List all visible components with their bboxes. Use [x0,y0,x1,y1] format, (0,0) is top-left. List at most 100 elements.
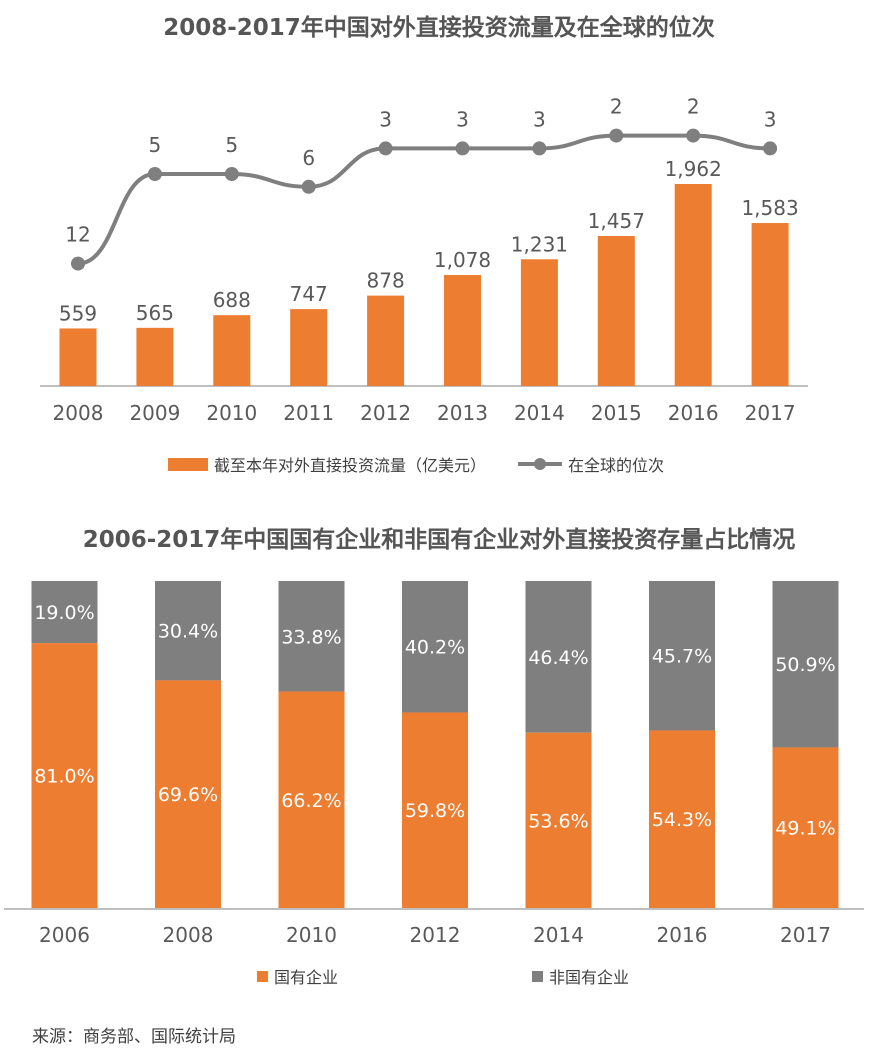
bar-flow-2011 [290,309,328,386]
bar-flow-2014 [520,259,558,386]
bar-label-2008: 559 [59,301,97,325]
soe-label-2017: 49.1% [775,818,835,840]
soe-label-2010: 66.2% [281,790,341,812]
x-tick-2016: 2016 [668,401,719,425]
chart2-legend-nonsoe: 非国有企业 [532,964,629,988]
bar-nonsoe-2016 [649,581,715,731]
x-tick-2010: 2010 [206,401,257,425]
rank-label-2017: 3 [764,107,777,131]
chart2-plot: 19.0% 81.0% 2006 30.4% 69.6% 2008 33.8% 66.2% 20… [4,581,864,947]
legend-line-marker [518,458,562,470]
x-tick-2009: 2009 [129,401,180,425]
bar-flow-2017 [751,223,789,386]
rank-label-2011: 6 [302,146,315,170]
nonsoe-label-2008: 30.4% [158,621,218,643]
rank-point-2013 [455,141,470,156]
bar-label-2014: 1,231 [511,232,568,256]
soe-label-2008: 69.6% [158,784,218,806]
bar-soe-2010 [278,691,345,908]
x-tick-2016: 2016 [657,923,708,947]
x-tick-2011: 2011 [283,401,334,425]
chart2-legend-nonsoe-label: 非国有企业 [549,968,630,987]
bar-soe-2016 [649,730,715,908]
chart2-legend-soe: 国有企业 [257,964,338,988]
chart1-title: 2008-2017年中国对外直接投资流量及在全球的位次 [163,15,715,41]
bar-flow-2013 [444,275,481,386]
bar-label-2009: 565 [136,301,174,325]
x-tick-2006: 2006 [39,923,90,947]
rank-label-2010: 5 [225,133,238,157]
rank-label-2009: 5 [149,133,162,157]
rank-point-2012 [378,141,393,156]
chart1-legend-bar: 截至本年对外直接投资流量（亿美元） [168,452,486,476]
rank-label-2014: 3 [533,107,546,131]
bar-soe-2008 [155,680,221,908]
rank-label-2015: 2 [610,95,623,119]
rank-label-2013: 3 [456,107,469,131]
x-tick-2014: 2014 [533,923,584,947]
bar-label-2016: 1,962 [665,157,722,181]
rank-point-2015 [609,128,624,143]
nonsoe-label-2016: 45.7% [652,646,712,668]
bar-label-2011: 747 [290,282,328,306]
bar-soe-2017 [772,747,839,908]
legend-bar-swatch [168,457,208,471]
soe-label-2016: 54.3% [652,809,712,831]
rank-label-2016: 2 [687,95,700,119]
bar-nonsoe-2014 [525,581,592,733]
bar-label-2017: 1,583 [741,196,798,220]
x-tick-2012: 2012 [410,923,461,947]
rank-point-2014 [532,141,547,156]
bar-nonsoe-2006 [31,581,98,644]
bar-soe-2006 [31,643,98,908]
bar-label-2013: 1,078 [434,248,491,272]
x-tick-2017: 2017 [745,401,796,425]
bar-flow-2009 [136,327,174,386]
bar-flow-2012 [367,295,405,386]
bar-label-2012: 878 [367,269,405,293]
bar-nonsoe-2008 [155,581,221,681]
soe-label-2006: 81.0% [34,766,94,788]
bar-soe-2012 [402,712,468,908]
bar-label-2010: 688 [213,288,251,312]
source-note: 来源：商务部、国际统计局 [32,1027,236,1047]
nonsoe-label-2012: 40.2% [405,637,465,659]
bar-flow-2010 [213,315,251,386]
nonsoe-label-2017: 50.9% [775,654,835,676]
x-tick-2010: 2010 [286,923,337,947]
bar-flow-2016 [674,184,712,386]
chart2-legend-soe-label: 国有企业 [274,968,339,987]
bar-flow-2015 [597,235,635,386]
rank-point-2011 [301,179,316,194]
rank-line [77,133,771,266]
x-tick-2013: 2013 [437,401,488,425]
x-tick-2008: 2008 [53,401,104,425]
chart1-legend-line-label: 在全球的位次 [568,456,665,475]
legend-nonsoe-swatch [532,970,543,982]
x-tick-2008: 2008 [163,923,214,947]
bar-nonsoe-2010 [278,581,345,692]
nonsoe-label-2014: 46.4% [528,647,588,669]
x-tick-2017: 2017 [780,923,831,947]
rank-label-2012: 3 [379,107,392,131]
soe-label-2014: 53.6% [528,810,588,832]
rank-point-2008 [71,256,85,271]
x-tick-2014: 2014 [514,401,565,425]
chart1-legend-line: 在全球的位次 [518,452,664,476]
x-tick-2015: 2015 [591,401,642,425]
bar-nonsoe-2012 [402,581,468,713]
bar-soe-2014 [525,732,592,908]
x-tick-2012: 2012 [360,401,411,425]
rank-point-2009 [147,167,162,181]
chart1-legend-bar-label: 截至本年对外直接投资流量（亿美元） [214,456,487,475]
bar-label-2015: 1,457 [588,209,645,233]
legend-soe-swatch [257,970,268,982]
rank-label-2008: 12 [65,223,90,247]
nonsoe-label-2006: 19.0% [34,602,94,624]
chart1-plot: 559200856520096882010747201187820121,078… [40,95,808,425]
soe-label-2012: 59.8% [405,800,465,822]
bar-flow-2008 [59,328,97,386]
rank-point-2017 [763,141,778,156]
nonsoe-label-2010: 33.8% [281,626,341,648]
chart2-title: 2006-2017年中国国有企业和非国有企业对外直接投资存量占比情况 [82,527,796,553]
